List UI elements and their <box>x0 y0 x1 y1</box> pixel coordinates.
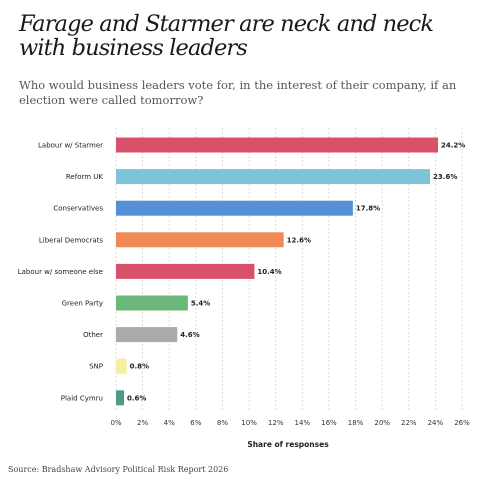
chart-title: Farage and Starmer are neck and neck wit… <box>19 11 434 61</box>
category-label: Plaid Cymru <box>61 394 103 402</box>
x-tick-label: 22% <box>401 419 417 427</box>
data-label: 24.2% <box>441 142 465 150</box>
bar <box>116 200 353 216</box>
x-tick-label: 16% <box>321 419 337 427</box>
bar <box>116 390 124 406</box>
x-tick-label: 4% <box>164 419 175 427</box>
bar <box>116 137 439 153</box>
bars <box>116 137 439 406</box>
category-label: SNP <box>89 363 103 371</box>
source-note: Source: Bradshaw Advisory Political Risk… <box>8 465 229 474</box>
x-tick-label: 26% <box>454 419 470 427</box>
data-label: 17.8% <box>356 205 380 213</box>
category-label: Labour w/ Starmer <box>38 142 103 150</box>
x-tick-label: 8% <box>217 419 228 427</box>
x-tick-label: 6% <box>190 419 201 427</box>
data-label: 5.4% <box>191 300 210 308</box>
x-tick-label: 12% <box>268 419 284 427</box>
x-tick-label: 14% <box>295 419 311 427</box>
x-axis-ticks: 0% 2% 4% 6% 8% 10% 12% 14% 16% 18% 20% 22% 24% 26% <box>110 419 470 427</box>
data-label: 23.6% <box>433 173 457 181</box>
value-labels: 24.2% 23.6% 17.8% 12.6% 10.4% 5.4% 4.6% 0.8% 0.6… <box>127 142 465 403</box>
x-axis-title: Share of responses <box>247 440 329 449</box>
x-tick-label: 10% <box>241 419 257 427</box>
bar <box>116 169 431 185</box>
bar <box>116 327 178 343</box>
data-label: 0.8% <box>130 363 149 371</box>
category-label: Liberal Democrats <box>39 236 103 244</box>
bar <box>116 358 127 374</box>
category-labels: Labour w/ Starmer Reform UK Conservatives L… <box>18 142 104 403</box>
bar <box>116 295 188 311</box>
x-tick-label: 2% <box>137 419 148 427</box>
data-label: 10.4% <box>257 268 281 276</box>
bar <box>116 232 284 248</box>
data-label: 12.6% <box>287 236 311 244</box>
bar <box>116 263 255 279</box>
x-tick-label: 18% <box>348 419 364 427</box>
category-label: Reform UK <box>66 173 104 181</box>
data-label: 0.6% <box>127 394 146 402</box>
x-tick-label: 24% <box>428 419 444 427</box>
category-label: Other <box>83 331 103 339</box>
x-tick-label: 0% <box>110 419 121 427</box>
data-label: 4.6% <box>180 331 199 339</box>
category-label: Conservatives <box>53 205 103 213</box>
chart-subtitle: Who would business leaders vote for, in … <box>19 78 457 107</box>
category-label: Green Party <box>62 300 103 308</box>
x-tick-label: 20% <box>374 419 390 427</box>
category-label: Labour w/ someone else <box>18 268 103 276</box>
